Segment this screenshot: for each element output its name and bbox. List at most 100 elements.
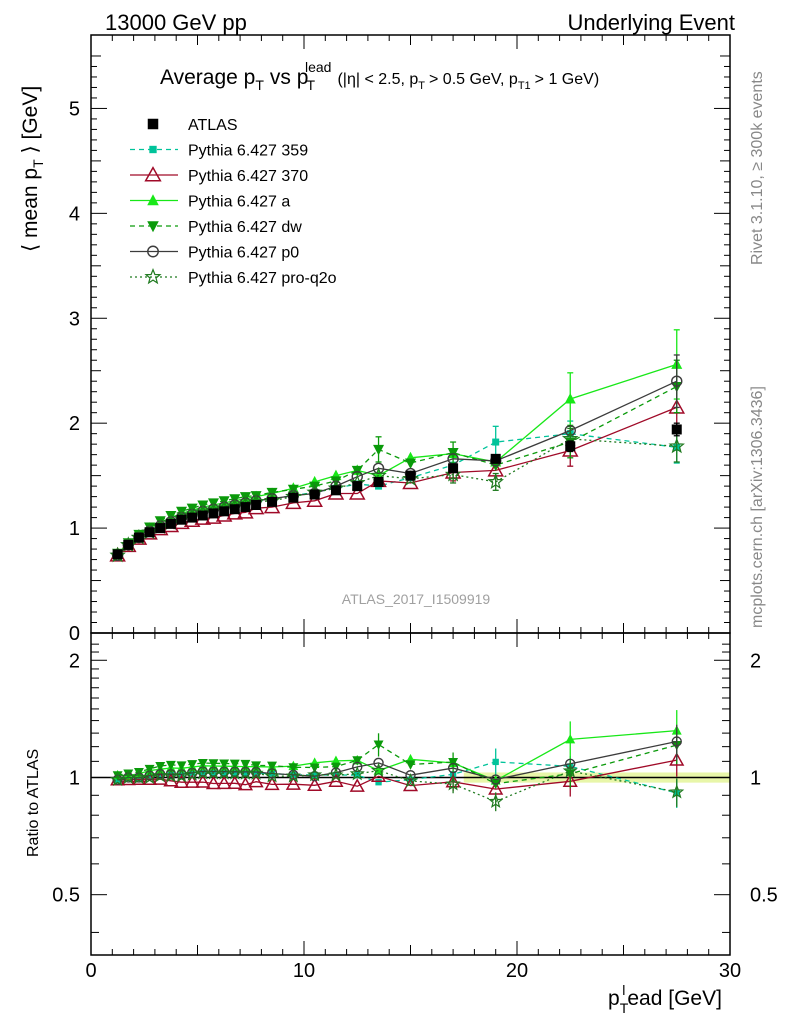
point-atlas xyxy=(165,518,176,529)
ratio-point-pp0 xyxy=(671,736,682,747)
x-axis-label: pTlead [GeV] xyxy=(608,982,722,1016)
point-atlas xyxy=(671,424,682,435)
legend-label-pp0: Pythia 6.427 p0 xyxy=(188,245,299,262)
point-atlas xyxy=(288,492,299,503)
ratio-point-pdw xyxy=(373,740,384,750)
ratio-line-pq2o xyxy=(117,769,677,803)
legend-marker-p370 xyxy=(144,166,162,182)
point-pq2o xyxy=(668,437,685,454)
x-axis-ticks: 0 10 20 30 xyxy=(85,35,741,982)
ratio-point-p370 xyxy=(227,775,243,790)
ratio-point-pp0 xyxy=(405,770,416,781)
ratio-point-p359 xyxy=(354,771,361,779)
ratio-point-p359 xyxy=(242,770,249,777)
point-atlas xyxy=(208,508,219,519)
legend: ATLAS Pythia 6.427 359 Pythia 6.427 370 Pyt… xyxy=(130,117,337,287)
point-p359 xyxy=(492,438,500,446)
header-right: Underlying Event xyxy=(567,10,735,35)
point-pq2o xyxy=(487,473,504,489)
point-pp0 xyxy=(372,462,385,474)
point-atlas xyxy=(267,496,278,507)
ratio-point-pq2o xyxy=(402,772,419,788)
point-atlas xyxy=(123,539,134,550)
ratio-plot-frame xyxy=(90,632,731,956)
point-atlas xyxy=(405,470,416,481)
ratio-point-p370 xyxy=(669,752,685,766)
series-line-pdw xyxy=(117,385,678,554)
ratio-point-pdw xyxy=(219,759,230,769)
legend-marker-pq2o xyxy=(144,267,162,285)
point-pa xyxy=(564,393,576,404)
point-atlas xyxy=(229,504,240,515)
ratio-point-pq2o xyxy=(142,769,158,784)
point-atlas xyxy=(176,514,187,525)
ratio-tick-label: 2 xyxy=(69,650,80,672)
y-tick-label: 4 xyxy=(69,203,80,225)
ratio-point-pq2o xyxy=(307,766,323,782)
ratio-point-pdw xyxy=(197,758,208,769)
ratio-point-pdw xyxy=(208,759,219,769)
ratio-point-pdw xyxy=(288,763,299,773)
ratio-point-p359 xyxy=(220,770,228,777)
ratio-point-p370 xyxy=(328,773,344,787)
point-atlas xyxy=(240,502,251,513)
point-pp0 xyxy=(671,375,683,387)
ratio-point-pq2o xyxy=(349,765,365,781)
ratio-point-pq2o xyxy=(248,765,264,780)
point-pdw xyxy=(405,458,416,470)
x-tick-label: 10 xyxy=(293,960,315,982)
point-atlas xyxy=(251,500,262,511)
ratio-point-pq2o xyxy=(371,762,387,778)
point-pq2o xyxy=(444,465,462,482)
ratio-tick-label: 2 xyxy=(750,650,761,672)
ratio-point-pq2o xyxy=(109,771,126,787)
ratio-tick-label: 0.5 xyxy=(52,885,80,907)
legend-label-atlas: ATLAS xyxy=(188,117,238,134)
point-atlas xyxy=(133,532,144,543)
y-axis-label: ⟨ mean pT ⟩ [GeV] xyxy=(19,86,46,252)
ratio-point-pq2o xyxy=(184,766,200,781)
legend-marker-pa xyxy=(147,194,159,206)
ratio-point-pdw xyxy=(155,761,166,772)
ratio-point-pq2o xyxy=(173,767,190,783)
y-tick-label: 2 xyxy=(69,413,80,435)
ratio-point-pdw xyxy=(123,769,134,779)
ratio-point-p359 xyxy=(231,770,238,777)
y-tick-label: 5 xyxy=(69,98,80,120)
ratio-point-p370 xyxy=(285,776,301,790)
point-atlas xyxy=(197,510,208,521)
ratio-point-p370 xyxy=(184,774,200,788)
point-atlas xyxy=(144,527,155,538)
ratio-point-pq2o xyxy=(445,776,461,791)
legend-marker-atlas xyxy=(147,118,159,130)
point-atlas xyxy=(309,489,320,500)
legend-marker-pp0 xyxy=(147,245,159,258)
ratio-point-pp0 xyxy=(373,757,384,769)
series-line-pp0 xyxy=(117,380,678,556)
point-atlas xyxy=(219,506,230,517)
header-left: 13000 GeV pp xyxy=(105,10,247,35)
ratio-point-pdw xyxy=(144,764,155,775)
mcplots-label: mcplots.cern.ch [arXiv:1306.3436] xyxy=(749,386,766,628)
point-atlas xyxy=(490,453,501,464)
ratio-tick-label: 1 xyxy=(750,767,761,789)
ratio-point-pq2o xyxy=(488,793,504,808)
x-tick-label: 30 xyxy=(719,960,741,982)
point-p370 xyxy=(306,492,323,508)
point-p370 xyxy=(348,484,366,500)
ratio-point-pq2o xyxy=(264,768,280,783)
point-pdw xyxy=(373,444,385,456)
ratio-point-p359 xyxy=(492,758,499,766)
point-atlas xyxy=(352,481,363,492)
rivet-label: Rivet 3.1.10, ≥ 300k events xyxy=(749,71,766,265)
ratio-tick-label: 0.5 xyxy=(750,885,778,907)
ratio-point-p370 xyxy=(264,776,280,791)
legend-label-p359: Pythia 6.427 359 xyxy=(188,143,308,160)
ratio-series-layer xyxy=(109,710,685,812)
legend-marker-pdw xyxy=(147,221,159,233)
ratio-point-p370 xyxy=(216,775,232,790)
ratio-point-pdw xyxy=(448,757,459,768)
ratio-point-pq2o xyxy=(285,768,301,783)
ratio-y-axis-label: Ratio to ATLAS xyxy=(25,749,42,857)
